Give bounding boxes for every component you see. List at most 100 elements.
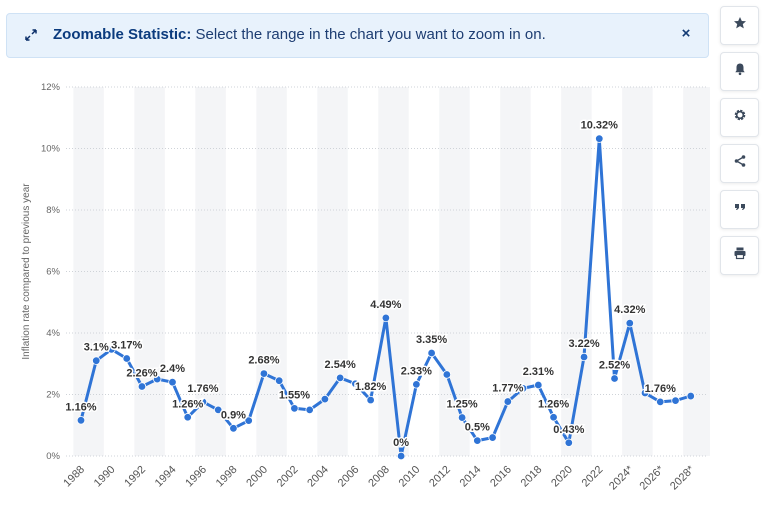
- data-label: 1.76%: [187, 383, 218, 395]
- data-point: [534, 380, 543, 390]
- data-label: 3.17%: [111, 340, 142, 352]
- print-icon: [733, 246, 747, 265]
- data-label: 2.33%: [401, 365, 432, 377]
- data-point: [259, 369, 269, 378]
- data-point: [457, 413, 467, 422]
- data-label: 2.26%: [126, 368, 157, 380]
- x-tick-label: 1990: [92, 464, 118, 490]
- x-tick-label: 1992: [122, 464, 148, 490]
- data-point: [686, 391, 695, 401]
- gear-icon: [733, 108, 747, 127]
- data-point: [549, 413, 558, 422]
- data-point: [427, 348, 436, 358]
- data-label: 1.82%: [355, 381, 386, 393]
- x-tick-label: 2014: [458, 464, 484, 490]
- x-tick-label: 2026*: [638, 463, 667, 492]
- data-point: [290, 404, 299, 413]
- quote-icon: [733, 200, 747, 219]
- data-point: [153, 374, 162, 384]
- data-label: 3.1%: [84, 342, 109, 354]
- banner-text: Zoomable Statistic: Select the range in …: [53, 26, 546, 43]
- data-label: 1.26%: [172, 398, 203, 410]
- settings-button[interactable]: [720, 98, 759, 137]
- data-label: 0.5%: [465, 422, 490, 434]
- inflation-line-chart[interactable]: 0% 2% 4% 6% 8% 10% 12% Inflation rate compared …: [0, 0, 710, 510]
- data-point: [640, 388, 650, 398]
- y-tick-label: 6%: [46, 267, 60, 278]
- star-icon: [733, 16, 747, 35]
- data-label: 1.77%: [492, 383, 523, 395]
- data-point: [76, 416, 86, 425]
- data-point: [229, 424, 238, 433]
- x-tick-label: 2004: [305, 464, 331, 490]
- data-label: 2.31%: [523, 366, 554, 378]
- notification-button[interactable]: [720, 52, 759, 91]
- data-point: [381, 313, 391, 323]
- x-tick-label: 2008: [366, 464, 392, 490]
- cite-button[interactable]: [720, 190, 759, 229]
- data-label: 2.54%: [325, 359, 356, 371]
- data-label: 1.16%: [65, 401, 96, 413]
- share-button[interactable]: [720, 144, 759, 183]
- x-tick-label: 1988: [61, 464, 87, 490]
- data-label: 1.25%: [446, 399, 477, 411]
- data-point: [595, 134, 604, 143]
- data-point: [473, 436, 482, 445]
- data-point: [305, 405, 314, 415]
- zoom-banner: Zoomable Statistic: Select the range in …: [6, 13, 709, 58]
- data-point: [320, 394, 330, 404]
- banner-message: Select the range in the chart you want t…: [195, 26, 546, 43]
- data-label: 1.76%: [645, 383, 676, 395]
- data-point: [656, 397, 665, 407]
- bell-icon: [733, 62, 747, 81]
- data-point: [351, 379, 360, 388]
- favorite-button[interactable]: [720, 6, 759, 45]
- x-tick-label: 2022: [580, 464, 606, 490]
- x-tick-label: 2012: [427, 464, 453, 490]
- data-label: 3.35%: [416, 334, 447, 346]
- data-point: [244, 416, 253, 425]
- x-tick-label: 2002: [275, 464, 301, 490]
- data-point: [92, 356, 101, 365]
- y-axis-label: Inflation rate compared to previous year: [21, 183, 32, 360]
- data-point: [335, 373, 345, 383]
- banner-title: Zoomable Statistic:: [53, 26, 192, 43]
- y-tick-label: 2%: [46, 390, 60, 401]
- data-point: [518, 384, 528, 393]
- x-tick-label: 1998: [214, 464, 240, 490]
- data-label: 2.52%: [599, 360, 630, 372]
- data-label: 0.43%: [553, 424, 584, 436]
- x-tick-label: 2024*: [607, 463, 636, 492]
- data-point: [137, 382, 147, 391]
- data-label: 0%: [393, 437, 409, 449]
- data-point: [625, 318, 634, 328]
- x-tick-label: 2016: [488, 464, 514, 490]
- data-point: [274, 376, 284, 385]
- data-point: [213, 405, 223, 415]
- data-label: 10.32%: [581, 120, 619, 132]
- data-point: [412, 380, 421, 389]
- x-tick-label: 1996: [183, 464, 209, 490]
- data-label: 4.49%: [370, 299, 401, 311]
- data-label: 0.9%: [221, 409, 246, 421]
- x-tick-label: 2006: [336, 464, 362, 490]
- x-tick-label: 1994: [153, 464, 179, 490]
- data-label: 3.22%: [568, 338, 599, 350]
- data-point: [564, 438, 574, 447]
- data-point: [503, 397, 513, 406]
- data-label: 2.68%: [248, 355, 279, 367]
- x-tick-label: 2010: [397, 464, 423, 490]
- y-tick-label: 8%: [46, 205, 60, 216]
- close-banner-button[interactable]: ×: [681, 25, 691, 42]
- data-point: [198, 397, 208, 407]
- data-point: [107, 345, 116, 354]
- data-point: [183, 413, 192, 422]
- data-point: [579, 352, 589, 362]
- data-point: [442, 370, 452, 379]
- data-point: [366, 395, 375, 405]
- data-label: 4.32%: [614, 304, 645, 316]
- print-button[interactable]: [720, 236, 759, 275]
- x-tick-label: 2028*: [668, 463, 697, 492]
- y-tick-label: 10%: [41, 144, 61, 155]
- y-tick-label: 12%: [41, 82, 61, 93]
